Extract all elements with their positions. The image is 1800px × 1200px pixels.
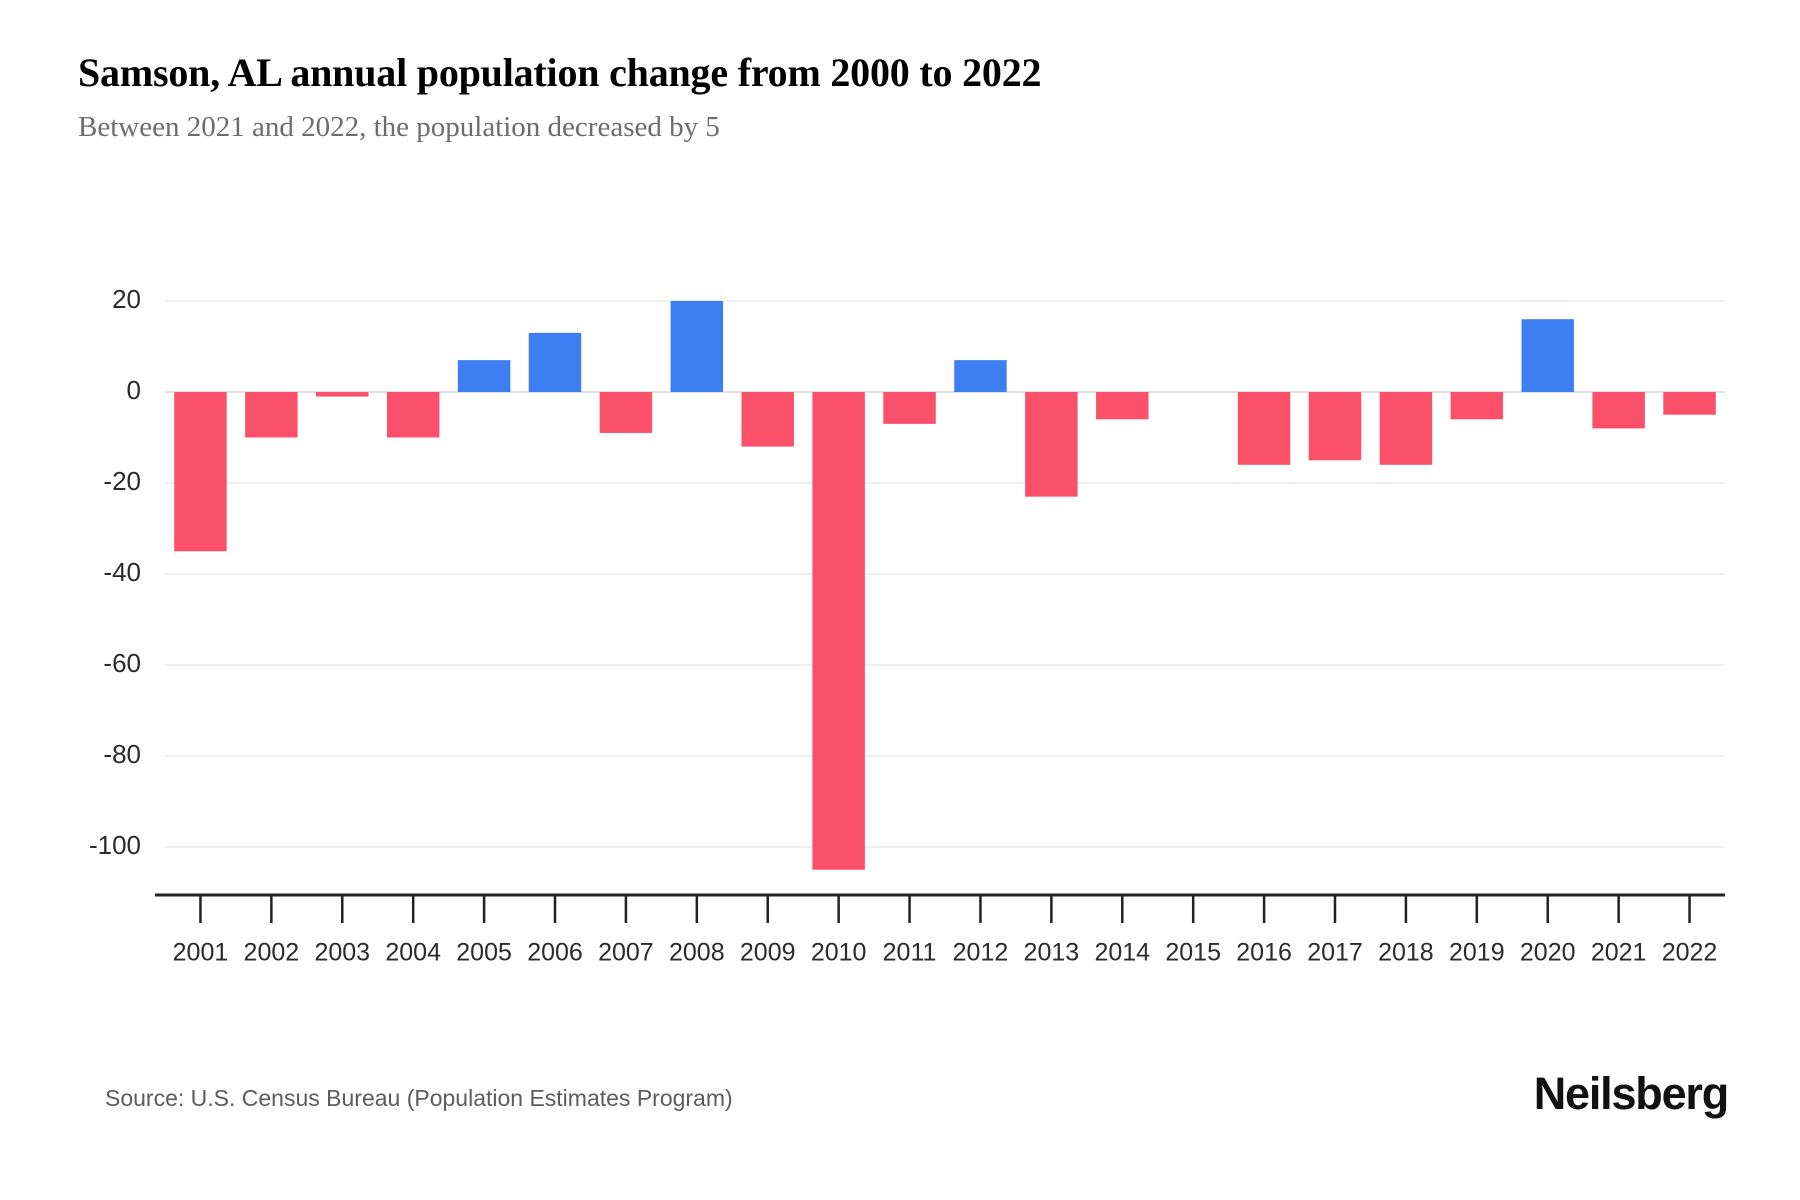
gridlines-group [165,300,1725,848]
bar-2022[interactable] [1663,392,1716,415]
bar-2019[interactable] [1450,392,1504,420]
brand-logo: Neilsberg [1533,1068,1729,1119]
bar-2002[interactable] [245,392,298,438]
x-axis-tick-label: 2017 [1307,939,1363,967]
page-title: Samson, AL annual population change from… [78,50,1042,95]
bar-2010[interactable] [812,392,865,870]
bar-2020[interactable] [1521,319,1574,392]
bar-2005[interactable] [457,360,511,392]
x-axis-tick-label: 2015 [1165,939,1221,967]
chart-subtitle: Between 2021 and 2022, the population de… [78,111,720,143]
y-axis-tick-label: -80 [103,739,141,769]
x-axis-tick-label: 2018 [1378,939,1434,967]
bar-2007[interactable] [599,392,653,433]
axis-group [155,893,1725,923]
y-axis-tick-label: -40 [103,557,141,587]
y-axis-labels: 20 0 -20 -40 -60 -80 -100 [89,284,141,860]
x-axis-tick-label: 2002 [244,939,300,967]
x-axis-tick-label: 2016 [1236,939,1292,967]
x-axis-tick-label: 2011 [883,939,937,967]
bar-2011[interactable] [883,392,936,424]
source-note: Source: U.S. Census Bureau (Population E… [105,1085,733,1111]
x-axis-tick-label: 2009 [740,939,796,967]
y-axis-tick-label: 0 [127,375,141,405]
bars-group [174,301,1716,870]
bar-2016[interactable] [1237,392,1291,465]
x-axis-tick-label: 2006 [527,939,583,967]
x-axis-tick-label: 2022 [1662,939,1718,967]
bar-2003[interactable] [316,392,369,397]
y-axis-tick-label: -60 [103,648,141,678]
bar-2006[interactable] [528,332,582,392]
x-axis-tick-label: 2012 [953,939,1009,967]
x-axis-labels: 2001 2002 2003 2004 2005 2006 2007 2008 2009 2010… [173,939,1718,967]
x-axis-tick-label: 2003 [314,939,370,967]
bar-2013[interactable] [1025,392,1078,497]
x-axis-tick-label: 2004 [385,939,441,967]
bar-2018[interactable] [1379,392,1433,465]
bar-2004[interactable] [386,392,440,438]
y-axis-tick-label: -100 [89,830,141,860]
x-axis-tick-label: 2005 [456,939,512,967]
x-axis-tick-label: 2001 [173,939,229,967]
bar-2017[interactable] [1308,392,1362,461]
bar-2009[interactable] [741,392,794,447]
y-axis-tick-label: -20 [103,466,141,496]
chart-header: Samson, AL annual population change from… [78,50,1728,145]
x-axis-tick-label: 2008 [669,939,725,967]
bar-2021[interactable] [1592,392,1645,429]
bar-2008[interactable] [670,301,724,392]
x-axis-tick-label: 2007 [598,939,654,967]
x-axis-tick-label: 2014 [1094,939,1150,967]
bar-2001[interactable] [174,392,227,552]
bar-2014[interactable] [1096,392,1149,420]
y-axis-tick-label: 20 [112,284,141,314]
x-axis-tick-label: 2013 [1024,939,1080,967]
bar-2012[interactable] [954,360,1007,392]
x-axis-tick-label: 2020 [1520,939,1576,967]
x-axis-tick-label: 2010 [811,939,867,967]
x-axis-tick-label: 2021 [1591,939,1647,967]
x-axis-tick-label: 2019 [1449,939,1505,967]
